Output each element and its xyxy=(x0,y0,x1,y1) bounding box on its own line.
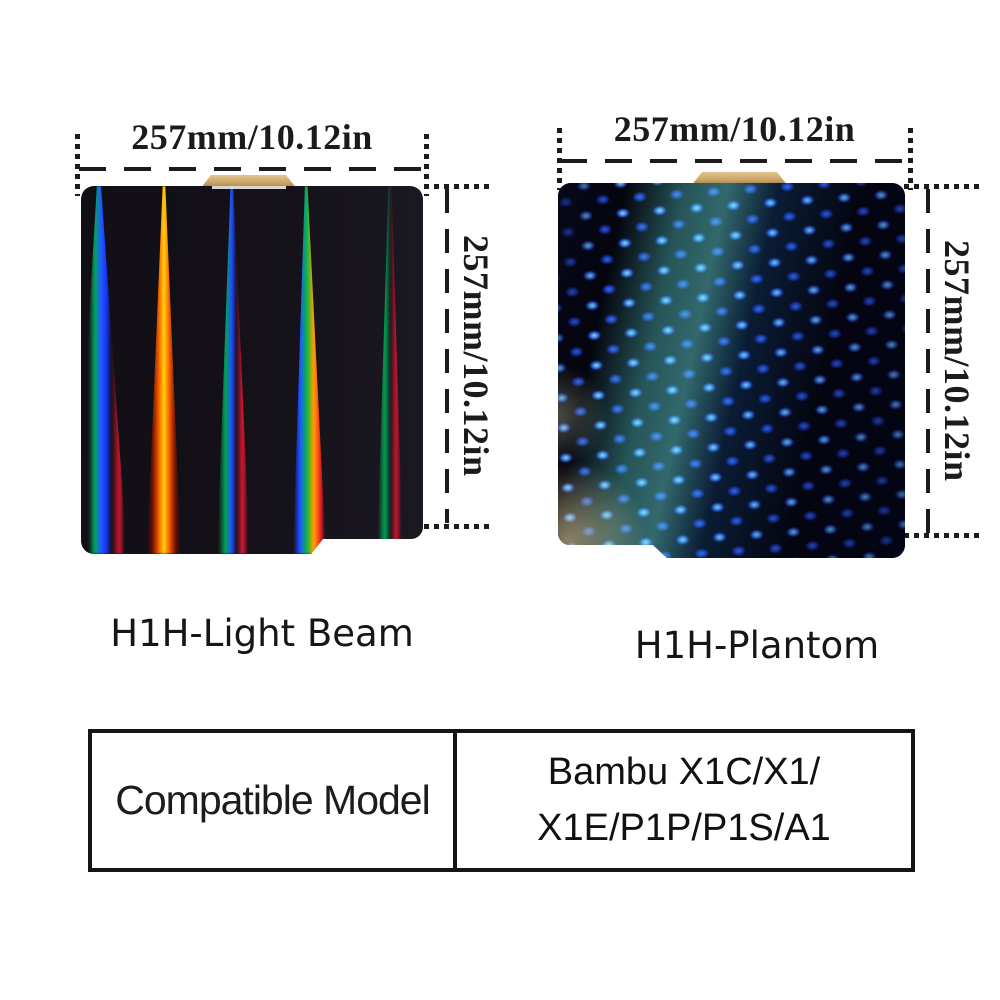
light-beam-stripe xyxy=(377,186,403,554)
compatibility-table: Compatible Model Bambu X1C/X1/ X1E/P1P/P… xyxy=(88,729,915,872)
light-beam-stripe xyxy=(293,186,326,554)
light-beam-stripe xyxy=(147,186,181,554)
dimension-end-tick xyxy=(424,134,429,196)
height-dimension-label: 257mm/10.12in xyxy=(937,240,977,482)
plate-caption: H1H-Light Beam xyxy=(110,612,414,655)
dimension-line xyxy=(79,167,425,171)
dimension-end-tick xyxy=(75,134,80,196)
dimension-line xyxy=(926,189,930,533)
build-plate-light-beam xyxy=(81,186,423,554)
dimension-end-tick xyxy=(904,533,982,538)
tab-highlight xyxy=(212,186,286,189)
compatibility-value-cell: Bambu X1C/X1/ X1E/P1P/P1S/A1 xyxy=(457,733,911,868)
light-beam-stripe xyxy=(81,186,127,554)
mounting-tab xyxy=(200,175,297,189)
dimension-end-tick xyxy=(908,128,913,190)
dimension-end-tick xyxy=(904,184,982,189)
dimension-end-tick xyxy=(424,524,494,529)
mounting-tab xyxy=(691,172,788,186)
compatible-models-line1: Bambu X1C/X1/ xyxy=(547,751,821,794)
compatible-models-line2: X1E/P1P/P1S/A1 xyxy=(537,806,831,849)
build-plate-plantom xyxy=(558,183,905,558)
light-beam-stripe xyxy=(217,186,250,554)
dimension-line xyxy=(445,189,449,523)
compatibility-header-cell: Compatible Model xyxy=(92,733,457,868)
dimension-end-tick xyxy=(557,128,562,190)
width-dimension-label: 257mm/10.12in xyxy=(613,109,856,149)
dimension-line xyxy=(560,159,909,163)
height-dimension-label: 257mm/10.12in xyxy=(456,235,496,477)
width-dimension-label: 257mm/10.12in xyxy=(131,117,373,157)
dimension-end-tick xyxy=(424,184,494,189)
sheen-overlay xyxy=(558,183,905,558)
plate-caption: H1H-Plantom xyxy=(634,624,880,667)
